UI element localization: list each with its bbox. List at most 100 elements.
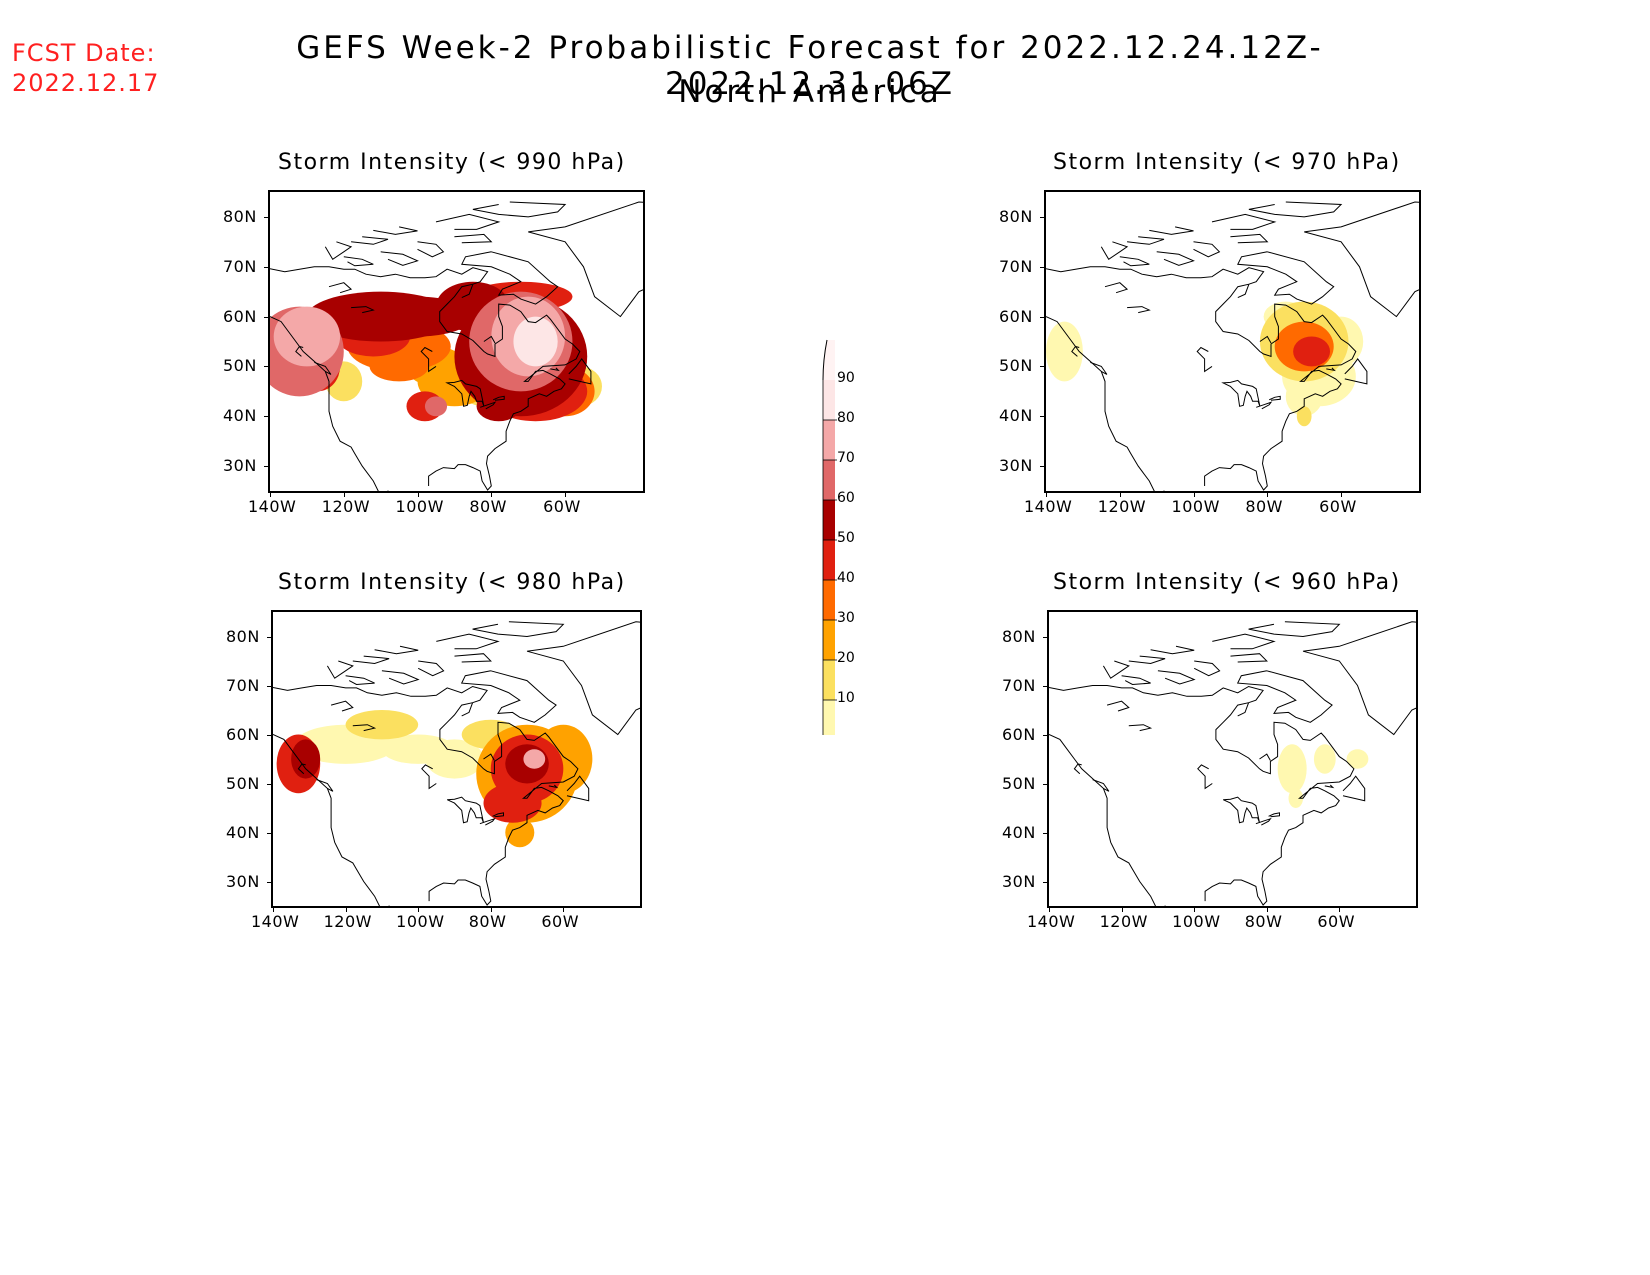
- lon-tick: [1267, 491, 1269, 497]
- lat-tick-label: 60N: [999, 306, 1033, 326]
- coastline: [1248, 621, 1341, 638]
- coastline: [1230, 233, 1269, 244]
- coastline: [345, 675, 375, 686]
- legend-label: 30: [837, 610, 855, 626]
- forecast-date-label: FCST Date:: [12, 39, 156, 67]
- coastline: [273, 734, 390, 906]
- coastline: [483, 335, 496, 344]
- lon-tick-label: 100W: [1171, 497, 1220, 516]
- map-960: [1047, 610, 1418, 908]
- coastline: [1157, 670, 1196, 685]
- lat-tick-label: 60N: [226, 724, 260, 744]
- probability-area: [483, 783, 542, 823]
- legend-swatch: [823, 580, 835, 620]
- lon-tick-label: 80W: [468, 912, 507, 931]
- lat-tick: [1043, 734, 1049, 736]
- lat-tick: [1040, 416, 1046, 418]
- map-canvas: [1049, 621, 1416, 906]
- coastline: [374, 645, 419, 655]
- coastline: [483, 753, 495, 761]
- lat-tick: [267, 636, 273, 638]
- panel-title: Storm Intensity (< 980 hPa): [278, 570, 626, 595]
- coastline: [1156, 251, 1195, 266]
- coastline: [461, 284, 474, 299]
- lon-tick: [343, 491, 345, 497]
- coastline: [316, 779, 334, 792]
- lat-tick: [1040, 466, 1046, 468]
- lat-tick: [1043, 832, 1049, 834]
- probability-area: [505, 817, 535, 848]
- lon-tick: [1049, 906, 1050, 912]
- probability-area: [476, 391, 521, 422]
- probability-area: [273, 306, 341, 367]
- lon-tick: [270, 491, 271, 497]
- legend-label: 60: [837, 490, 855, 506]
- lon-tick-label: 80W: [1245, 497, 1283, 516]
- coastline: [1121, 675, 1151, 686]
- legend-swatch: [823, 420, 835, 460]
- coastline: [1236, 670, 1333, 723]
- lat-tick-label: 30N: [223, 456, 257, 476]
- legend-cap-outline: [822, 339, 828, 381]
- lat-tick-label: 30N: [999, 456, 1033, 476]
- page-subtitle: North America: [678, 74, 942, 110]
- coastline: [445, 379, 485, 407]
- coastline: [1259, 753, 1271, 761]
- coastline: [1230, 653, 1268, 663]
- lat-tick: [264, 466, 270, 468]
- lat-tick: [1040, 266, 1046, 268]
- page-title: GEFS Week-2 Probabilistic Forecast for 2…: [296, 30, 1324, 102]
- coastline: [295, 345, 304, 357]
- coastline: [1212, 633, 1276, 650]
- legend-swatch: [823, 380, 835, 420]
- coastline: [352, 655, 390, 665]
- panel-title: Storm Intensity (< 960 hPa): [1053, 570, 1401, 595]
- coastline: [1049, 734, 1166, 906]
- coastline: [1196, 346, 1213, 373]
- legend-label: 90: [837, 370, 855, 386]
- lon-tick: [1119, 491, 1121, 497]
- coastline: [352, 724, 377, 732]
- lat-tick-label: 80N: [223, 206, 257, 226]
- coastline: [1342, 775, 1366, 802]
- lat-tick-label: 50N: [223, 356, 257, 376]
- lat-tick: [1043, 881, 1049, 883]
- probability-area: [523, 749, 546, 769]
- coastline: [1237, 251, 1335, 305]
- coastline: [421, 764, 437, 790]
- legend-label: 50: [837, 530, 855, 546]
- lat-tick: [264, 366, 270, 368]
- lat-tick-label: 30N: [226, 871, 260, 891]
- coastline: [1119, 256, 1150, 267]
- legend-label: 40: [837, 570, 855, 586]
- lon-tick-label: 100W: [1172, 912, 1221, 931]
- coastline: [548, 784, 559, 789]
- panel-title: Storm Intensity (< 990 hPa): [278, 150, 626, 175]
- coastline: [1304, 201, 1419, 318]
- lon-tick: [491, 491, 493, 497]
- lon-tick: [1266, 906, 1268, 912]
- lon-tick: [1046, 491, 1047, 497]
- lon-tick: [490, 906, 492, 912]
- coastline: [1268, 395, 1281, 401]
- lat-tick-label: 50N: [1002, 773, 1036, 793]
- lon-tick: [563, 906, 565, 912]
- lon-tick-label: 100W: [396, 912, 445, 931]
- coastline: [492, 812, 504, 818]
- lon-tick: [418, 906, 420, 912]
- lon-tick: [1193, 491, 1195, 497]
- probability-area: [291, 739, 321, 779]
- lat-tick: [1040, 366, 1046, 368]
- map-990: [268, 190, 645, 493]
- probability-area: [1288, 788, 1304, 808]
- coastline: [1302, 621, 1416, 736]
- lat-tick: [267, 685, 273, 687]
- coastline: [1046, 316, 1165, 491]
- coastline: [480, 401, 497, 410]
- coastline: [454, 233, 493, 244]
- coastline: [528, 201, 643, 318]
- coastline: [1211, 213, 1277, 230]
- legend-cap-top: [823, 340, 835, 380]
- coastline: [1197, 764, 1213, 790]
- coastline: [1049, 685, 1355, 906]
